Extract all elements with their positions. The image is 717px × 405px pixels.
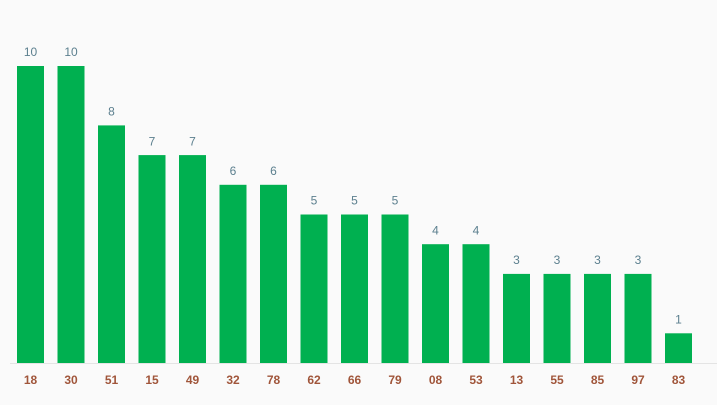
x-tick-label: 15 — [145, 373, 159, 387]
bar — [300, 214, 328, 363]
x-tick-label: 53 — [469, 373, 483, 387]
value-label: 6 — [270, 164, 277, 178]
bar — [98, 125, 125, 364]
bar — [462, 244, 490, 363]
bar — [57, 66, 85, 363]
value-label: 5 — [392, 194, 399, 208]
x-tick-label: 51 — [105, 373, 119, 387]
x-tick-label: 18 — [24, 373, 38, 387]
x-tick-label: 78 — [267, 373, 281, 387]
value-label: 8 — [108, 105, 115, 119]
x-tick-label: 32 — [226, 373, 240, 387]
bar — [179, 155, 206, 363]
value-label: 4 — [432, 223, 439, 237]
bar — [422, 244, 449, 363]
bar — [341, 214, 368, 363]
x-tick-label: 08 — [429, 373, 443, 387]
bar — [381, 214, 409, 363]
value-label: 10 — [64, 45, 78, 59]
bar — [543, 273, 571, 363]
value-label: 10 — [24, 45, 38, 59]
bar — [584, 273, 611, 363]
x-tick-label: 55 — [550, 373, 564, 387]
value-label: 3 — [635, 253, 642, 267]
x-tick-label: 79 — [388, 373, 402, 387]
value-label: 4 — [473, 223, 480, 237]
bar — [624, 273, 652, 363]
value-label: 7 — [149, 134, 156, 148]
bar — [665, 333, 692, 363]
x-tick-label: 49 — [186, 373, 200, 387]
value-label: 5 — [311, 194, 318, 208]
value-label: 3 — [594, 253, 601, 267]
value-label: 6 — [230, 164, 237, 178]
bar — [219, 184, 247, 363]
x-tick-label: 66 — [348, 373, 362, 387]
x-tick-label: 83 — [672, 373, 686, 387]
x-tick-label: 30 — [64, 373, 78, 387]
value-label: 5 — [351, 194, 358, 208]
x-tick-label: 13 — [510, 373, 524, 387]
bar — [503, 273, 530, 363]
value-label: 7 — [189, 134, 196, 148]
x-tick-label: 97 — [631, 373, 645, 387]
value-label: 3 — [554, 253, 561, 267]
bar — [260, 184, 287, 363]
bar — [17, 66, 44, 363]
value-label: 3 — [513, 253, 520, 267]
bar — [138, 155, 166, 363]
x-tick-label: 62 — [307, 373, 321, 387]
value-label: 1 — [675, 312, 682, 326]
x-tick-label: 85 — [591, 373, 605, 387]
